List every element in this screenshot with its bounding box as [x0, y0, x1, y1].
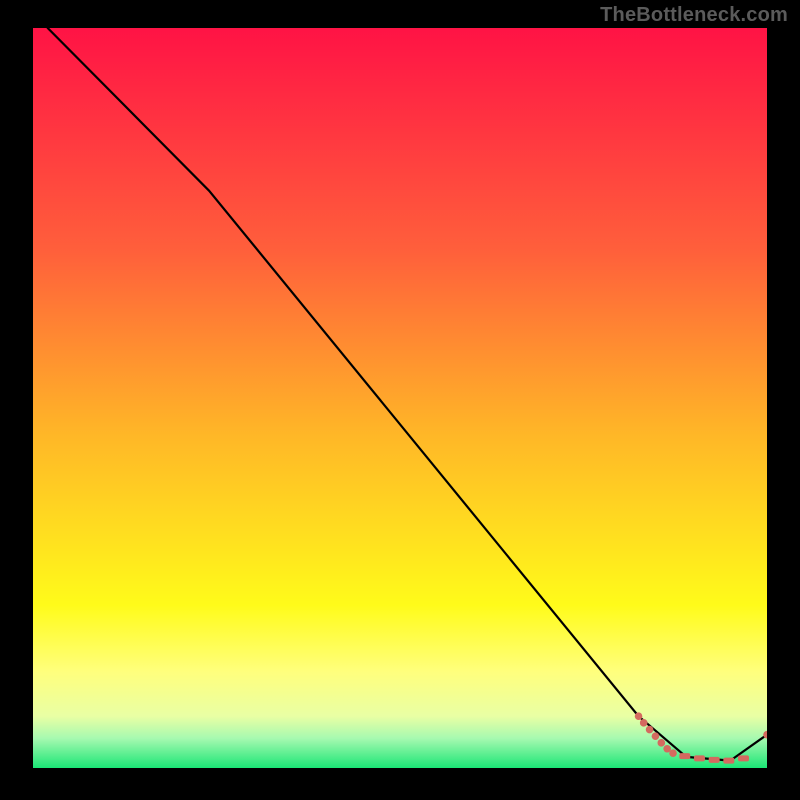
chart-marker: [679, 753, 690, 759]
chart-marker: [738, 755, 749, 761]
chart-marker: [646, 726, 654, 734]
chart-marker: [640, 719, 648, 727]
chart-marker: [694, 755, 705, 761]
chart-marker: [669, 749, 677, 757]
watermark-text: TheBottleneck.com: [600, 4, 788, 27]
chart-plot-area: [33, 28, 767, 768]
chart-overlay-svg: [33, 28, 767, 768]
chart-marker: [709, 757, 720, 763]
chart-marker: [723, 758, 734, 764]
chart-main-line: [48, 28, 767, 761]
chart-marker: [652, 732, 660, 740]
chart-marker: [635, 712, 643, 720]
chart-markers-group: [635, 712, 767, 763]
chart-marker: [658, 739, 666, 747]
